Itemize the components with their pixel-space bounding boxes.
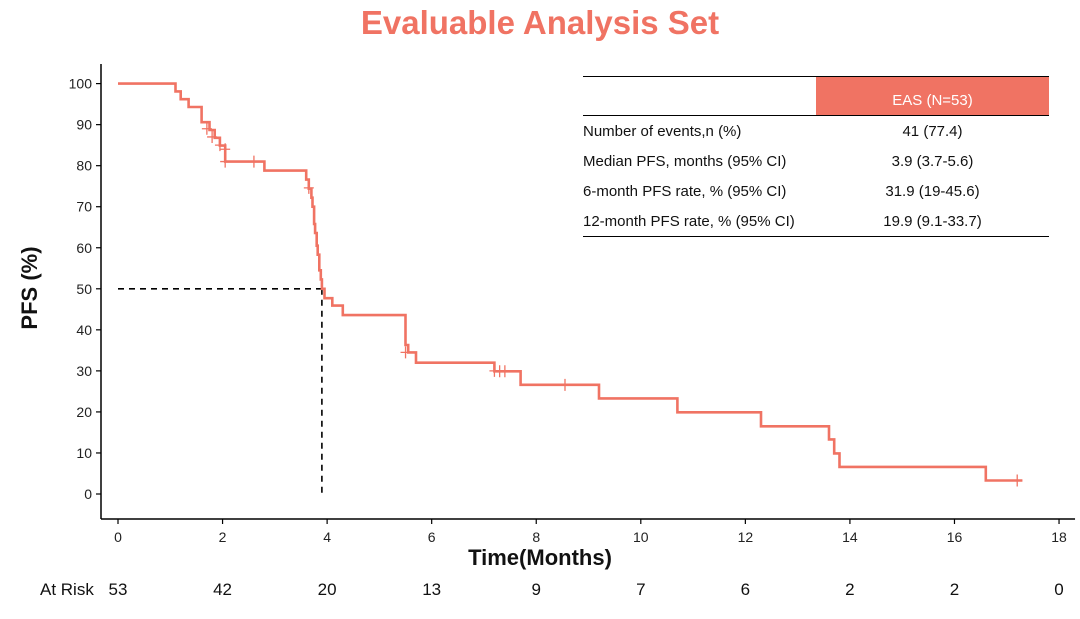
x-tick-label: 12 [738, 529, 754, 545]
at-risk-count: 2 [845, 580, 855, 599]
row-label: 12-month PFS rate, % (95% CI) [583, 206, 816, 237]
table-row: Median PFS, months (95% CI) 3.9 (3.7-5.6… [583, 146, 1049, 176]
at-risk-count: 7 [636, 580, 646, 599]
y-tick-label: 0 [84, 486, 92, 502]
at-risk-count: 2 [949, 580, 960, 599]
x-tick-label: 0 [114, 529, 122, 545]
at-risk-count: 9 [531, 580, 541, 599]
censor-mark [201, 122, 212, 135]
table-header-eas: EAS (N=53) [816, 76, 1049, 116]
row-value: 41 (77.4) [902, 122, 963, 140]
censor-mark [214, 139, 225, 152]
at-risk-count: 42 [213, 580, 233, 599]
y-tick-label: 80 [76, 158, 92, 174]
x-tick-label: 16 [947, 529, 963, 545]
y-tick-label: 40 [76, 322, 92, 338]
censor-mark [559, 378, 570, 391]
x-tick-label: 2 [219, 529, 227, 545]
at-risk-count: 6 [740, 580, 751, 599]
censor-mark [248, 155, 259, 168]
x-tick-label: 8 [532, 529, 540, 545]
x-axis-label: Time(Months) [468, 545, 612, 570]
row-value: 19.9 (9.1-33.7) [816, 206, 1049, 237]
row-label: Number of events,n (%) [583, 122, 742, 140]
x-tick-label: 4 [323, 529, 331, 545]
censor-mark [1012, 474, 1023, 487]
y-tick-label: 20 [76, 404, 92, 420]
y-tick-label: 30 [76, 363, 92, 379]
x-tick-label: 10 [633, 529, 649, 545]
row-label: Median PFS, months (95% CI) [583, 152, 787, 170]
y-tick-label: 10 [76, 445, 92, 461]
y-tick-label: 90 [76, 117, 92, 133]
at-risk-count: 0 [1054, 580, 1064, 599]
row-value: 31.9 (19-45.6) [885, 182, 980, 200]
table-row: Number of events,n (%) 41 (77.4) [583, 116, 1049, 147]
y-tick-label: 100 [69, 76, 93, 92]
row-value: 3.9 (3.7-5.6) [891, 152, 974, 170]
at-risk-count: 20 [317, 580, 337, 599]
y-tick-label: 50 [76, 281, 92, 297]
at-risk-label: At Risk [40, 580, 94, 599]
censor-mark [220, 155, 231, 168]
table-row: 12-month PFS rate, % (95% CI) 19.9 (9.1-… [583, 206, 1049, 237]
censor-mark [207, 130, 218, 143]
censor-mark [400, 346, 411, 359]
x-tick-label: 6 [428, 529, 436, 545]
y-tick-label: 70 [76, 199, 92, 215]
x-tick-label: 14 [842, 529, 858, 545]
censor-mark [499, 365, 510, 378]
table-row: 6-month PFS rate, % (95% CI) 31.9 (19-45… [583, 176, 1049, 206]
x-tick-label: 18 [1051, 529, 1067, 545]
chart-title: Evaluable Analysis Set [360, 4, 720, 41]
y-tick-label: 60 [76, 240, 92, 256]
row-label: 6-month PFS rate, % (95% CI) [583, 182, 787, 200]
at-risk-count: 53 [108, 580, 128, 599]
at-risk-count: 13 [422, 580, 442, 599]
censor-mark [220, 143, 231, 156]
table-header-blank [583, 76, 816, 116]
summary-table: EAS (N=53) Number of events,n (%) 41 (77… [583, 76, 1049, 237]
censor-mark [303, 181, 314, 194]
